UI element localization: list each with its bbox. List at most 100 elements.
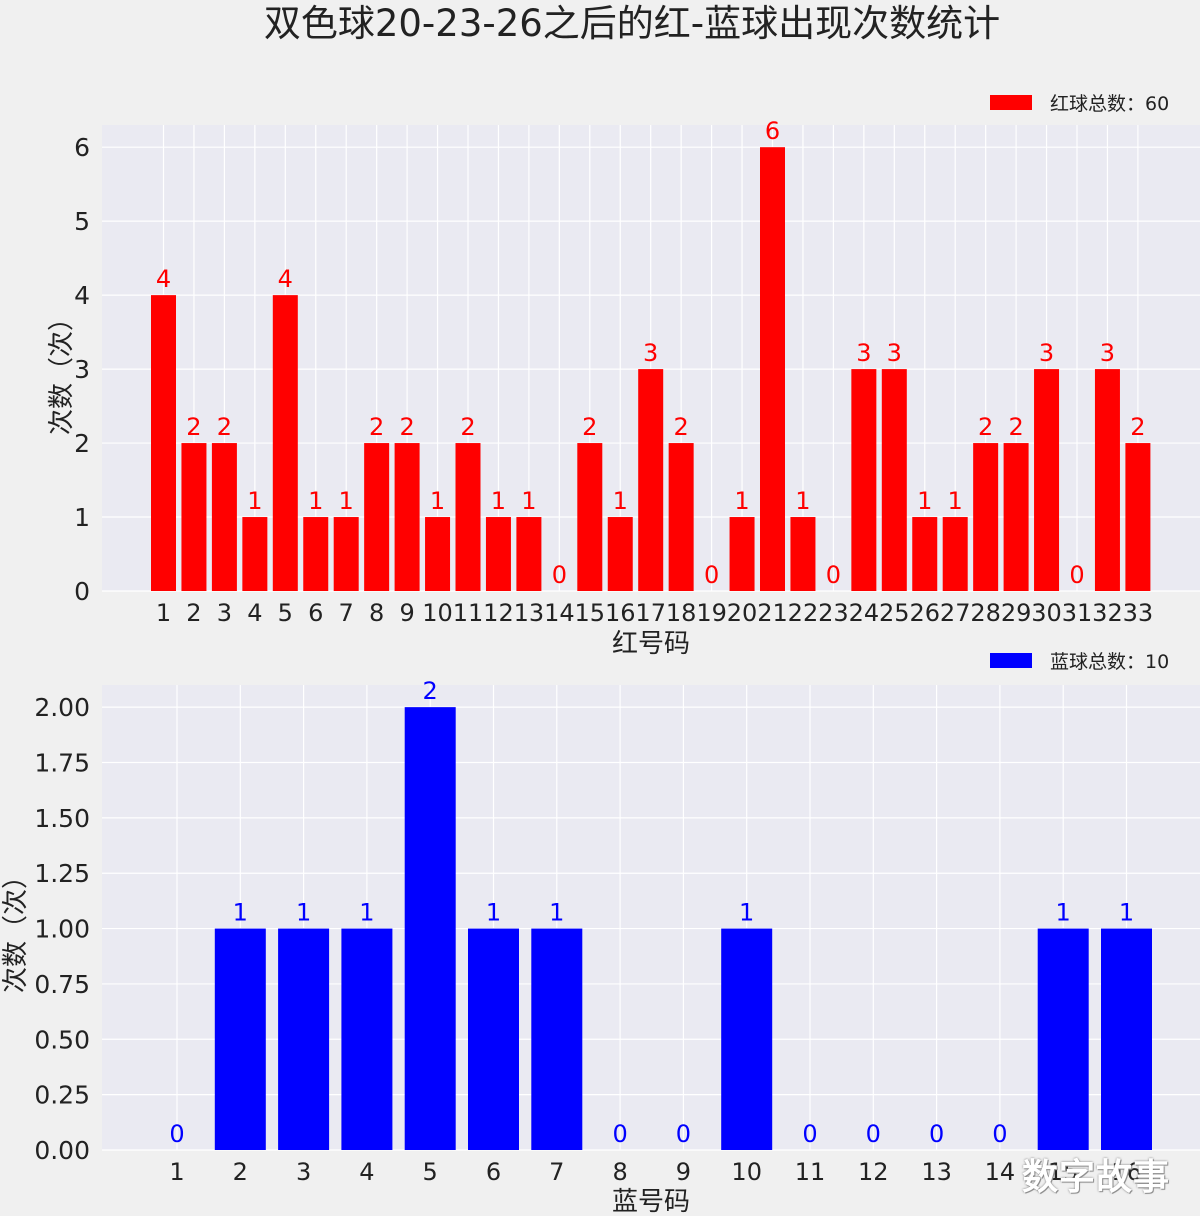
blue-x-ticks: 1 2 3 4 5 6 7 8 9 10 11 12 13 14 15 16	[169, 1158, 1141, 1186]
red-y-tick-label: 3	[74, 355, 90, 384]
blue-y-tick-label: 1.75	[34, 749, 90, 778]
blue-x-tick-label: 7	[549, 1158, 564, 1186]
red-bar	[577, 443, 603, 591]
red-data-label: 3	[643, 339, 658, 367]
blue-x-tick-label: 3	[296, 1158, 311, 1186]
blue-bar	[1037, 928, 1089, 1150]
red-bar	[333, 517, 359, 591]
blue-x-tick-label: 11	[795, 1158, 826, 1186]
blue-y-tick-label: 1.25	[34, 859, 90, 888]
red-bar	[181, 443, 207, 591]
red-data-label: 1	[430, 487, 445, 515]
red-bar	[668, 443, 694, 591]
blue-data-label: 1	[486, 899, 501, 927]
red-x-tick-label: 21	[757, 599, 788, 627]
red-data-label: 4	[278, 265, 293, 293]
blue-bar	[214, 928, 266, 1150]
red-data-label: 1	[308, 487, 323, 515]
blue-x-tick-label: 6	[486, 1158, 501, 1186]
blue-y-tick-label: 0.25	[34, 1081, 90, 1110]
red-x-tick-label: 30	[1031, 599, 1062, 627]
red-y-ticks: 0 1 2 3 4 5 6	[74, 133, 90, 606]
red-bar	[303, 517, 329, 591]
red-bar	[516, 517, 542, 591]
blue-x-tick-label: 15	[1048, 1158, 1079, 1186]
blue-data-label: 0	[929, 1120, 944, 1148]
red-data-label: 1	[491, 487, 506, 515]
blue-y-tick-label: 0.00	[34, 1136, 90, 1165]
blue-y-axis-label: 次数（次）	[1, 863, 31, 993]
red-x-tick-label: 7	[339, 599, 354, 627]
red-bar	[364, 443, 390, 591]
blue-y-tick-label: 1.00	[34, 915, 90, 944]
red-bar	[729, 517, 755, 591]
red-y-axis-label: 次数（次）	[47, 305, 77, 435]
red-x-tick-label: 6	[308, 599, 323, 627]
red-x-tick-label: 2	[186, 599, 201, 627]
red-bar	[973, 443, 999, 591]
red-y-tick-label: 2	[74, 429, 90, 458]
blue-x-tick-label: 12	[858, 1158, 889, 1186]
red-data-label: 1	[734, 487, 749, 515]
red-data-label: 0	[552, 561, 567, 589]
red-data-label: 1	[917, 487, 932, 515]
red-data-label: 2	[217, 413, 232, 441]
red-x-tick-label: 19	[696, 599, 727, 627]
red-x-tick-label: 20	[727, 599, 758, 627]
red-x-tick-label: 15	[575, 599, 606, 627]
chart-title: 双色球20-23-26之后的红-蓝球出现次数统计	[264, 2, 1000, 45]
red-x-tick-label: 17	[635, 599, 666, 627]
red-data-label: 2	[186, 413, 201, 441]
blue-bar	[531, 928, 583, 1150]
red-x-tick-label: 4	[247, 599, 262, 627]
red-data-label: 0	[704, 561, 719, 589]
red-data-label: 1	[948, 487, 963, 515]
blue-bar	[341, 928, 393, 1150]
red-x-tick-label: 14	[544, 599, 575, 627]
blue-data-label: 0	[169, 1120, 184, 1148]
blue-y-tick-label: 1.50	[34, 804, 90, 833]
red-data-label: 2	[582, 413, 597, 441]
blue-x-tick-label: 8	[612, 1158, 627, 1186]
red-x-tick-label: 1	[156, 599, 171, 627]
blue-data-label: 0	[612, 1120, 627, 1148]
blue-legend-label: 蓝球总数：10	[1050, 651, 1169, 673]
red-legend: 红球总数：60	[990, 93, 1169, 115]
red-x-tick-label: 28	[970, 599, 1001, 627]
blue-data-label: 1	[1056, 899, 1071, 927]
blue-bar	[721, 928, 773, 1150]
red-bar	[881, 369, 907, 591]
blue-legend-swatch	[990, 653, 1032, 668]
blue-data-label: 1	[1119, 899, 1134, 927]
blue-data-label: 1	[296, 899, 311, 927]
red-x-tick-label: 25	[879, 599, 910, 627]
red-data-label: 2	[1130, 413, 1145, 441]
blue-plot-area	[102, 685, 1200, 1150]
red-data-label: 2	[399, 413, 414, 441]
blue-y-ticks: 0.00 0.25 0.50 0.75 1.00 1.25 1.50 1.75 2.00	[34, 693, 90, 1165]
blue-data-label: 1	[233, 899, 248, 927]
red-bar	[638, 369, 664, 591]
red-y-tick-label: 1	[74, 503, 90, 532]
red-bar	[790, 517, 816, 591]
blue-x-tick-label: 2	[233, 1158, 248, 1186]
blue-data-label: 1	[549, 899, 564, 927]
blue-legend: 蓝球总数：10	[990, 651, 1169, 673]
red-bar	[211, 443, 237, 591]
blue-y-tick-label: 0.75	[34, 970, 90, 999]
red-data-label: 2	[1008, 413, 1023, 441]
red-bar	[912, 517, 938, 591]
red-bar	[394, 443, 420, 591]
blue-x-tick-label: 4	[359, 1158, 374, 1186]
red-y-tick-label: 5	[74, 207, 90, 236]
blue-x-tick-label: 9	[676, 1158, 691, 1186]
red-bar	[760, 147, 785, 591]
red-y-tick-label: 0	[74, 577, 90, 606]
blue-y-tick-label: 0.50	[34, 1025, 90, 1054]
red-x-tick-label: 31	[1062, 599, 1093, 627]
red-x-tick-label: 22	[788, 599, 819, 627]
red-x-tick-label: 9	[399, 599, 414, 627]
